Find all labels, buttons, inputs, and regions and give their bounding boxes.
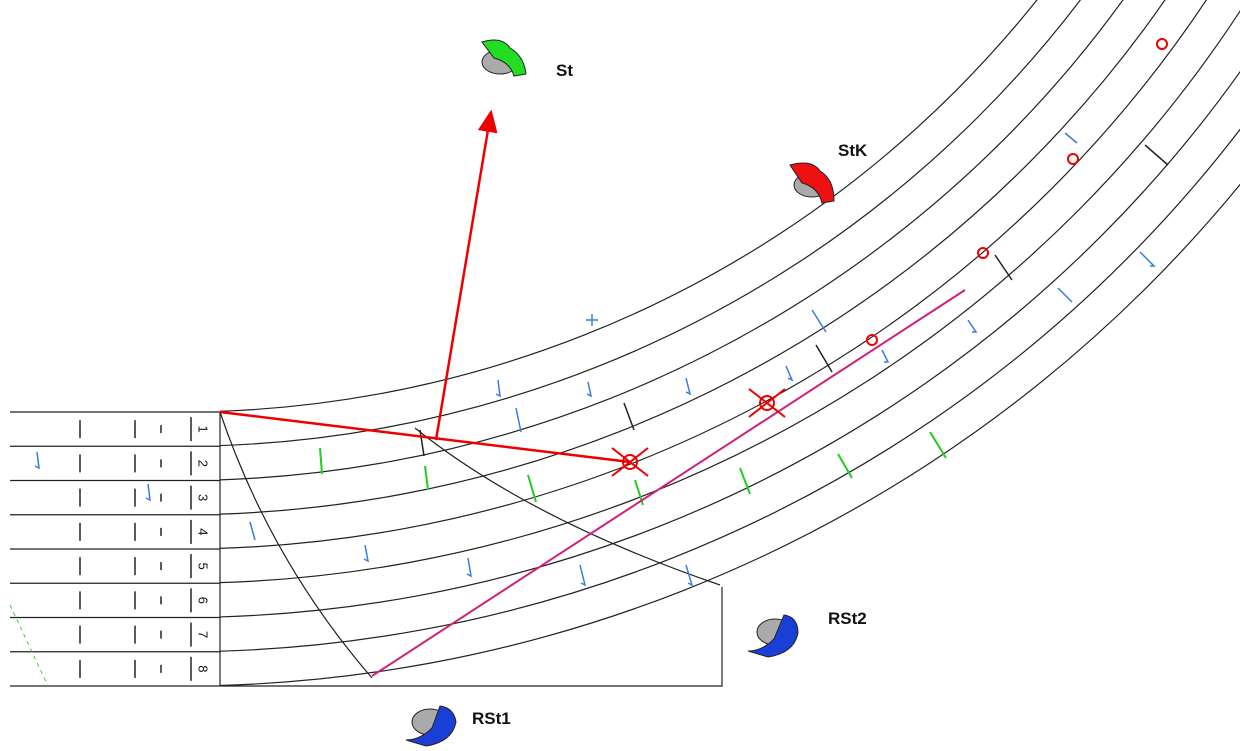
camera-label: RSt1 bbox=[472, 709, 511, 728]
lane-arc bbox=[220, 0, 1124, 481]
camera-rst2 bbox=[747, 614, 799, 658]
red-targets bbox=[611, 38, 1168, 477]
lane-arc bbox=[220, 70, 1240, 618]
lane-number: 5 bbox=[196, 563, 211, 570]
lane-arc bbox=[220, 128, 1240, 652]
lane-number: 4 bbox=[196, 528, 211, 535]
lane-arc bbox=[220, 9, 1240, 584]
red-arrow bbox=[434, 109, 498, 441]
lane-arc bbox=[220, 0, 1038, 412]
camera-rst1 bbox=[405, 705, 457, 747]
start-curve bbox=[219, 411, 373, 679]
lane-arc bbox=[220, 0, 1166, 515]
camera-stk bbox=[789, 162, 835, 204]
lane-arc bbox=[220, 0, 1081, 446]
frame bbox=[220, 587, 723, 687]
camera-st bbox=[481, 39, 527, 77]
camera-label: RSt2 bbox=[828, 609, 867, 628]
red-line bbox=[219, 410, 631, 464]
lane-number: 6 bbox=[196, 597, 211, 604]
camera-label: StK bbox=[838, 141, 868, 160]
stagger-curve bbox=[414, 427, 721, 586]
dashed-line bbox=[9, 604, 49, 687]
magenta-line bbox=[371, 289, 966, 677]
lane-number: 7 bbox=[196, 631, 211, 638]
lane-number: 1 bbox=[196, 426, 211, 433]
lane-number: 2 bbox=[196, 460, 211, 467]
lane-arc bbox=[220, 0, 1207, 549]
lane-number: 8 bbox=[196, 665, 211, 672]
straight-lanes: 1 2 3 4 5 6 7 8 bbox=[10, 411, 220, 687]
lane-number: 3 bbox=[196, 494, 211, 501]
camera-label: St bbox=[556, 61, 573, 80]
blue-marks bbox=[34, 132, 1156, 587]
black-marks bbox=[419, 144, 1169, 457]
